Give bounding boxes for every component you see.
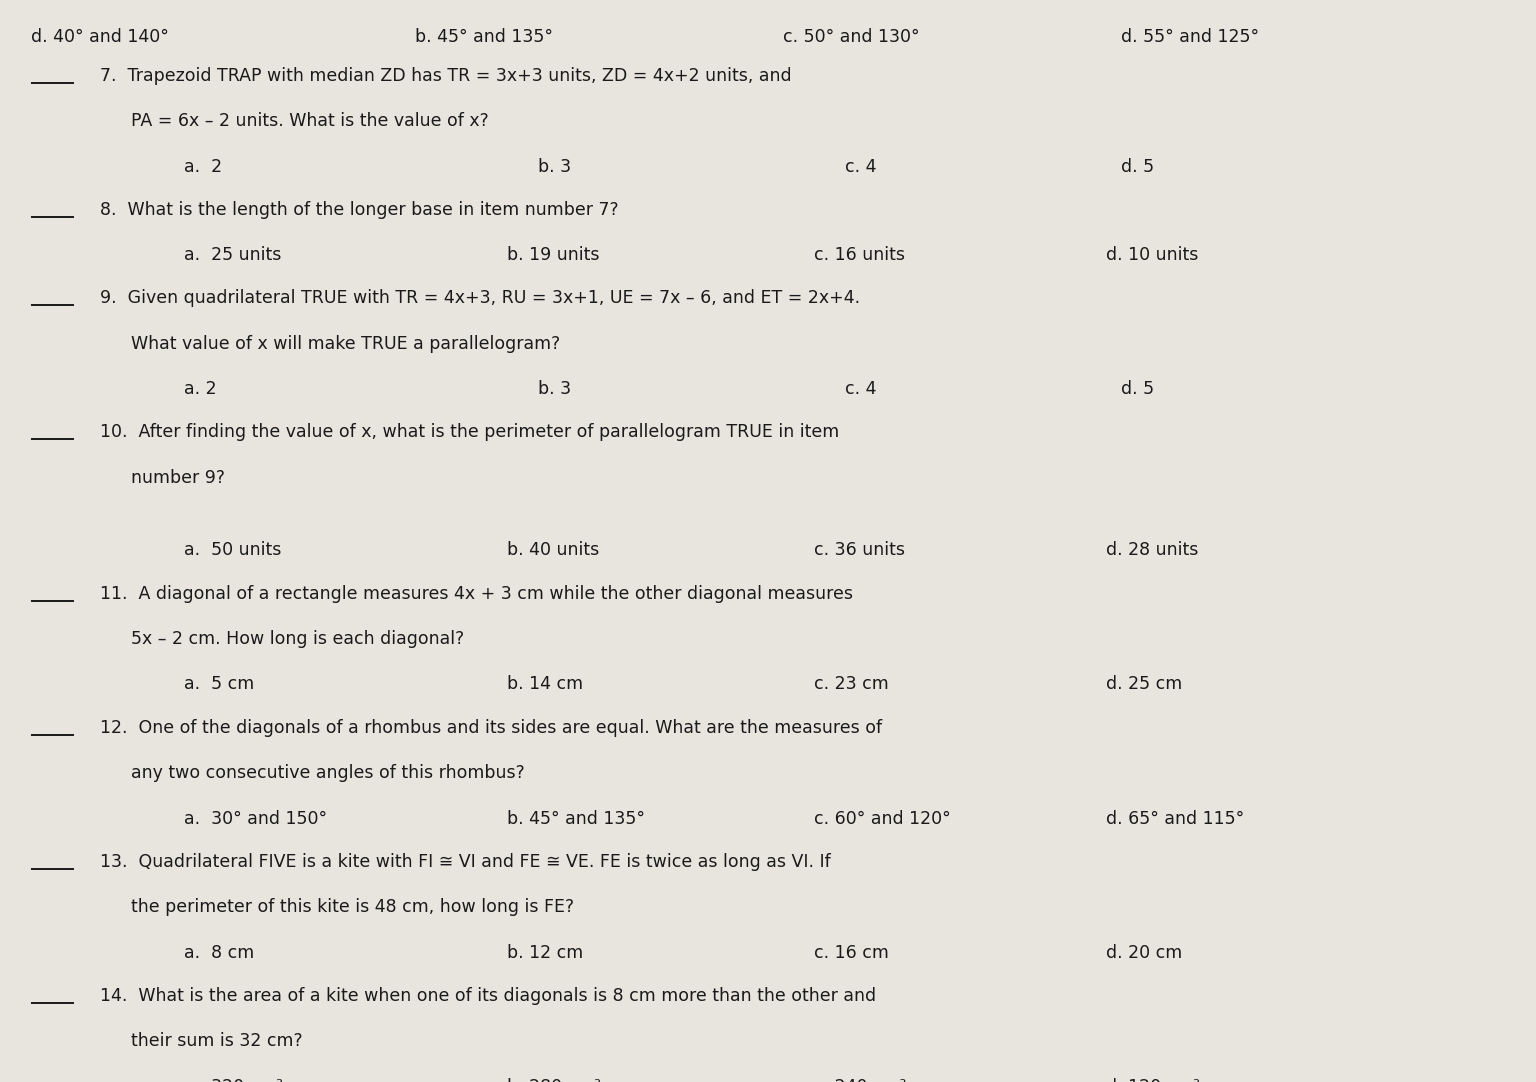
Text: any two consecutive angles of this rhombus?: any two consecutive angles of this rhomb… xyxy=(131,764,524,782)
Text: c. 4: c. 4 xyxy=(845,381,877,398)
Text: a.  25 units: a. 25 units xyxy=(184,247,281,264)
Text: d. 20 cm: d. 20 cm xyxy=(1106,944,1183,962)
Text: d. 120 cm²: d. 120 cm² xyxy=(1106,1078,1200,1082)
Text: d. 65° and 115°: d. 65° and 115° xyxy=(1106,809,1244,828)
Text: b. 280 cm²: b. 280 cm² xyxy=(507,1078,601,1082)
Text: a.  5 cm: a. 5 cm xyxy=(184,675,255,694)
Text: c. 4: c. 4 xyxy=(845,158,877,175)
Text: d. 25 cm: d. 25 cm xyxy=(1106,675,1183,694)
Text: 8.  What is the length of the longer base in item number 7?: 8. What is the length of the longer base… xyxy=(100,201,619,219)
Text: a. 2: a. 2 xyxy=(184,381,217,398)
Text: b. 3: b. 3 xyxy=(538,381,571,398)
Text: their sum is 32 cm?: their sum is 32 cm? xyxy=(131,1032,303,1051)
Text: 9.  Given quadrilateral TRUE with TR = 4x+3, RU = 3x+1, UE = 7x – 6, and ET = 2x: 9. Given quadrilateral TRUE with TR = 4x… xyxy=(100,290,860,307)
Text: d. 40° and 140°: d. 40° and 140° xyxy=(31,28,169,47)
Text: c. 16 cm: c. 16 cm xyxy=(814,944,889,962)
Text: c. 16 units: c. 16 units xyxy=(814,247,905,264)
Text: 7.  Trapezoid TRAP with median ZD has TR = 3x+3 units, ZD = 4x+2 units, and: 7. Trapezoid TRAP with median ZD has TR … xyxy=(100,67,791,84)
Text: a.  320 cm²: a. 320 cm² xyxy=(184,1078,284,1082)
Text: b. 12 cm: b. 12 cm xyxy=(507,944,584,962)
Text: 10.  After finding the value of x, what is the perimeter of parallelogram TRUE i: 10. After finding the value of x, what i… xyxy=(100,423,839,441)
Text: b. 19 units: b. 19 units xyxy=(507,247,599,264)
Text: d. 5: d. 5 xyxy=(1121,381,1155,398)
Text: c. 240 cm²: c. 240 cm² xyxy=(814,1078,906,1082)
Text: 14.  What is the area of a kite when one of its diagonals is 8 cm more than the : 14. What is the area of a kite when one … xyxy=(100,987,876,1005)
Text: c. 23 cm: c. 23 cm xyxy=(814,675,889,694)
Text: a.  30° and 150°: a. 30° and 150° xyxy=(184,809,327,828)
Text: b. 45° and 135°: b. 45° and 135° xyxy=(507,809,645,828)
Text: PA = 6x – 2 units. What is the value of x?: PA = 6x – 2 units. What is the value of … xyxy=(131,113,488,130)
Text: b. 14 cm: b. 14 cm xyxy=(507,675,584,694)
Text: c. 50° and 130°: c. 50° and 130° xyxy=(783,28,920,47)
Text: c. 36 units: c. 36 units xyxy=(814,541,905,559)
Text: number 9?: number 9? xyxy=(131,469,224,487)
Text: 11.  A diagonal of a rectangle measures 4x + 3 cm while the other diagonal measu: 11. A diagonal of a rectangle measures 4… xyxy=(100,584,852,603)
Text: What value of x will make TRUE a parallelogram?: What value of x will make TRUE a paralle… xyxy=(131,335,559,353)
Text: b. 3: b. 3 xyxy=(538,158,571,175)
Text: d. 10 units: d. 10 units xyxy=(1106,247,1198,264)
Text: c. 60° and 120°: c. 60° and 120° xyxy=(814,809,951,828)
Text: the perimeter of this kite is 48 cm, how long is FE?: the perimeter of this kite is 48 cm, how… xyxy=(131,898,573,916)
Text: 5x – 2 cm. How long is each diagonal?: 5x – 2 cm. How long is each diagonal? xyxy=(131,630,464,648)
Text: b. 45° and 135°: b. 45° and 135° xyxy=(415,28,553,47)
Text: 13.  Quadrilateral FIVE is a kite with FI ≅ VI and FE ≅ VE. FE is twice as long : 13. Quadrilateral FIVE is a kite with FI… xyxy=(100,853,831,871)
Text: d. 28 units: d. 28 units xyxy=(1106,541,1198,559)
Text: d. 5: d. 5 xyxy=(1121,158,1155,175)
Text: 12.  One of the diagonals of a rhombus and its sides are equal. What are the mea: 12. One of the diagonals of a rhombus an… xyxy=(100,718,882,737)
Text: b. 40 units: b. 40 units xyxy=(507,541,599,559)
Text: a.  50 units: a. 50 units xyxy=(184,541,281,559)
Text: a.  8 cm: a. 8 cm xyxy=(184,944,255,962)
Text: a.  2: a. 2 xyxy=(184,158,223,175)
Text: d. 55° and 125°: d. 55° and 125° xyxy=(1121,28,1260,47)
